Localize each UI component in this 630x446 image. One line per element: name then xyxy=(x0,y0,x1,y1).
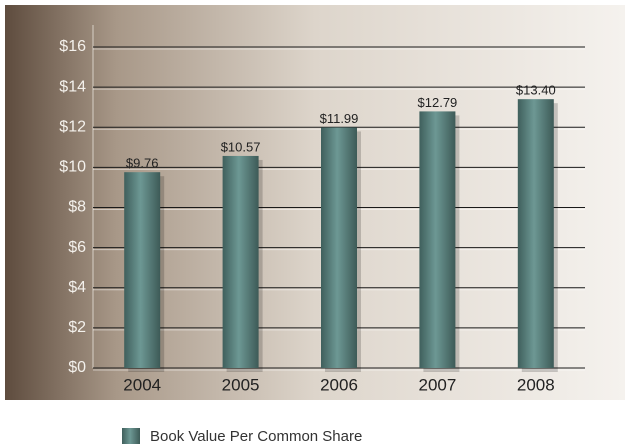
value-label: $12.79 xyxy=(418,95,458,110)
y-tick-label: $4 xyxy=(68,279,86,296)
y-tick-label: $16 xyxy=(59,38,86,55)
value-label: $9.76 xyxy=(126,156,159,171)
y-tick-label: $8 xyxy=(68,199,86,216)
bar xyxy=(124,172,161,368)
y-tick-label: $2 xyxy=(68,319,86,336)
x-tick-label: 2006 xyxy=(320,375,358,394)
x-tick-label: 2004 xyxy=(123,375,161,394)
y-tick-label: $12 xyxy=(59,118,86,135)
x-tick-label: 2008 xyxy=(517,375,555,394)
y-tick-label: $10 xyxy=(59,159,86,176)
y-tick-label: $14 xyxy=(59,78,86,95)
bar xyxy=(517,99,554,368)
value-label: $11.99 xyxy=(320,111,359,126)
bar xyxy=(419,111,456,368)
legend-label: Book Value Per Common Share xyxy=(150,428,362,445)
bar xyxy=(321,127,357,368)
value-label: $10.57 xyxy=(221,139,261,154)
x-tick-label: 2007 xyxy=(418,375,456,394)
x-tick-label: 2005 xyxy=(222,375,260,394)
value-label: $13.40 xyxy=(516,83,556,98)
bar xyxy=(222,155,259,368)
y-tick-label: $6 xyxy=(68,239,86,256)
legend-swatch xyxy=(122,428,140,444)
y-tick-label: $0 xyxy=(68,359,86,376)
